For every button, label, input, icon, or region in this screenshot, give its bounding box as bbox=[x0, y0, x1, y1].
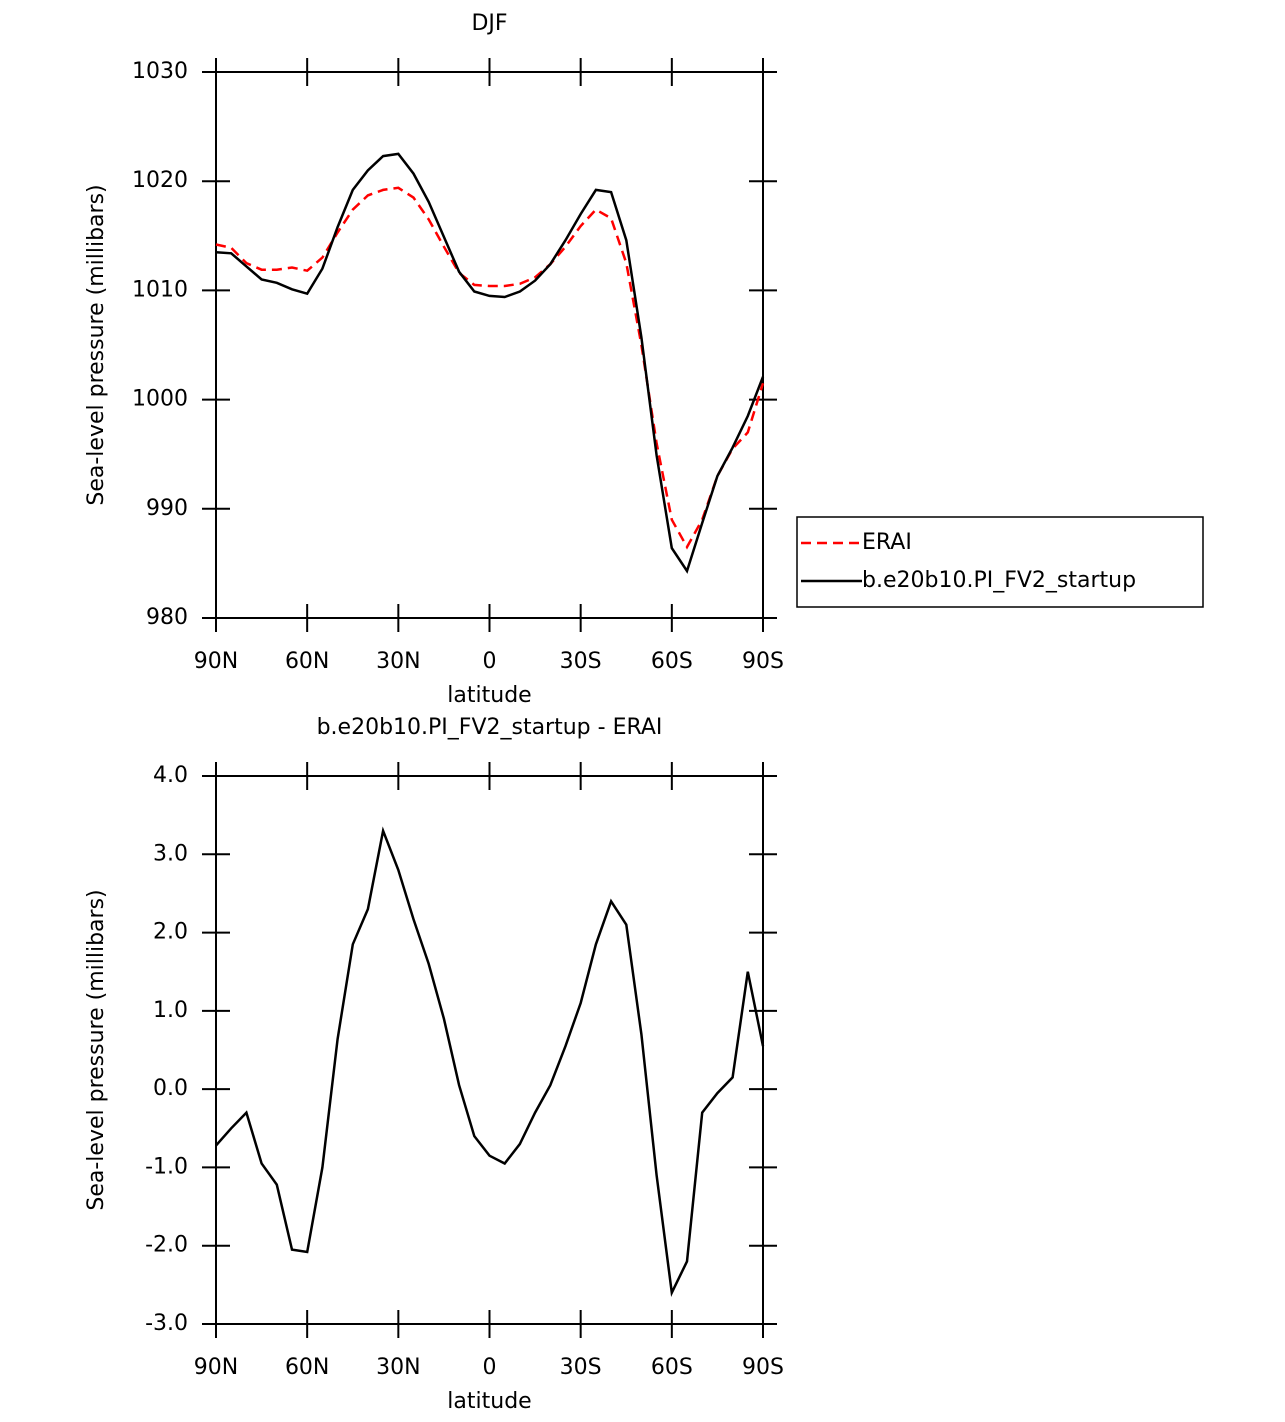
x-tick-label: 30S bbox=[560, 649, 602, 674]
x-tick-label: 0 bbox=[483, 1355, 497, 1380]
x-tick-label: 90S bbox=[742, 649, 784, 674]
x-tick-label: 60N bbox=[285, 1355, 329, 1380]
y-tick-label: 990 bbox=[146, 496, 188, 521]
x-tick-label: 60N bbox=[285, 649, 329, 674]
y-tick-label: -2.0 bbox=[145, 1233, 188, 1258]
x-tick-label: 90N bbox=[194, 649, 238, 674]
legend-label: b.e20b10.PI_FV2_startup bbox=[862, 568, 1136, 593]
y-tick-label: -1.0 bbox=[145, 1154, 188, 1179]
data-line bbox=[215, 186, 765, 550]
plot-frame bbox=[215, 775, 764, 1325]
chart-title: b.e20b10.PI_FV2_startup - ERAI bbox=[317, 715, 663, 740]
x-axis-label: latitude bbox=[447, 683, 531, 708]
y-tick-label: 0.0 bbox=[153, 1076, 188, 1101]
y-tick-label: 980 bbox=[146, 605, 188, 630]
x-tick-label: 90N bbox=[194, 1355, 238, 1380]
y-tick-label: 2.0 bbox=[153, 920, 188, 945]
y-tick-label: -3.0 bbox=[145, 1311, 188, 1336]
x-tick-label: 60S bbox=[651, 1355, 693, 1380]
legend-box bbox=[796, 516, 1204, 608]
y-tick-label: 1000 bbox=[132, 387, 188, 412]
y-tick-label: 1010 bbox=[132, 277, 188, 302]
data-line bbox=[215, 152, 765, 574]
x-tick-label: 30S bbox=[560, 1355, 602, 1380]
y-tick-label: 1020 bbox=[132, 168, 188, 193]
x-axis-label: latitude bbox=[447, 1389, 531, 1414]
data-line bbox=[215, 826, 765, 1298]
y-axis-label: Sea-level pressure (millibars) bbox=[84, 184, 109, 505]
x-tick-label: 30N bbox=[376, 1355, 420, 1380]
y-tick-label: 4.0 bbox=[153, 763, 188, 788]
x-tick-label: 0 bbox=[483, 649, 497, 674]
chart-title: DJF bbox=[471, 11, 507, 36]
plot-frame bbox=[215, 71, 764, 619]
y-axis-label: Sea-level pressure (millibars) bbox=[84, 889, 109, 1210]
x-tick-label: 30N bbox=[376, 649, 420, 674]
legend-label: ERAI bbox=[862, 530, 912, 555]
y-tick-label: 1.0 bbox=[153, 998, 188, 1023]
y-tick-label: 3.0 bbox=[153, 841, 188, 866]
y-tick-label: 1030 bbox=[132, 59, 188, 84]
x-tick-label: 60S bbox=[651, 649, 693, 674]
x-tick-label: 90S bbox=[742, 1355, 784, 1380]
